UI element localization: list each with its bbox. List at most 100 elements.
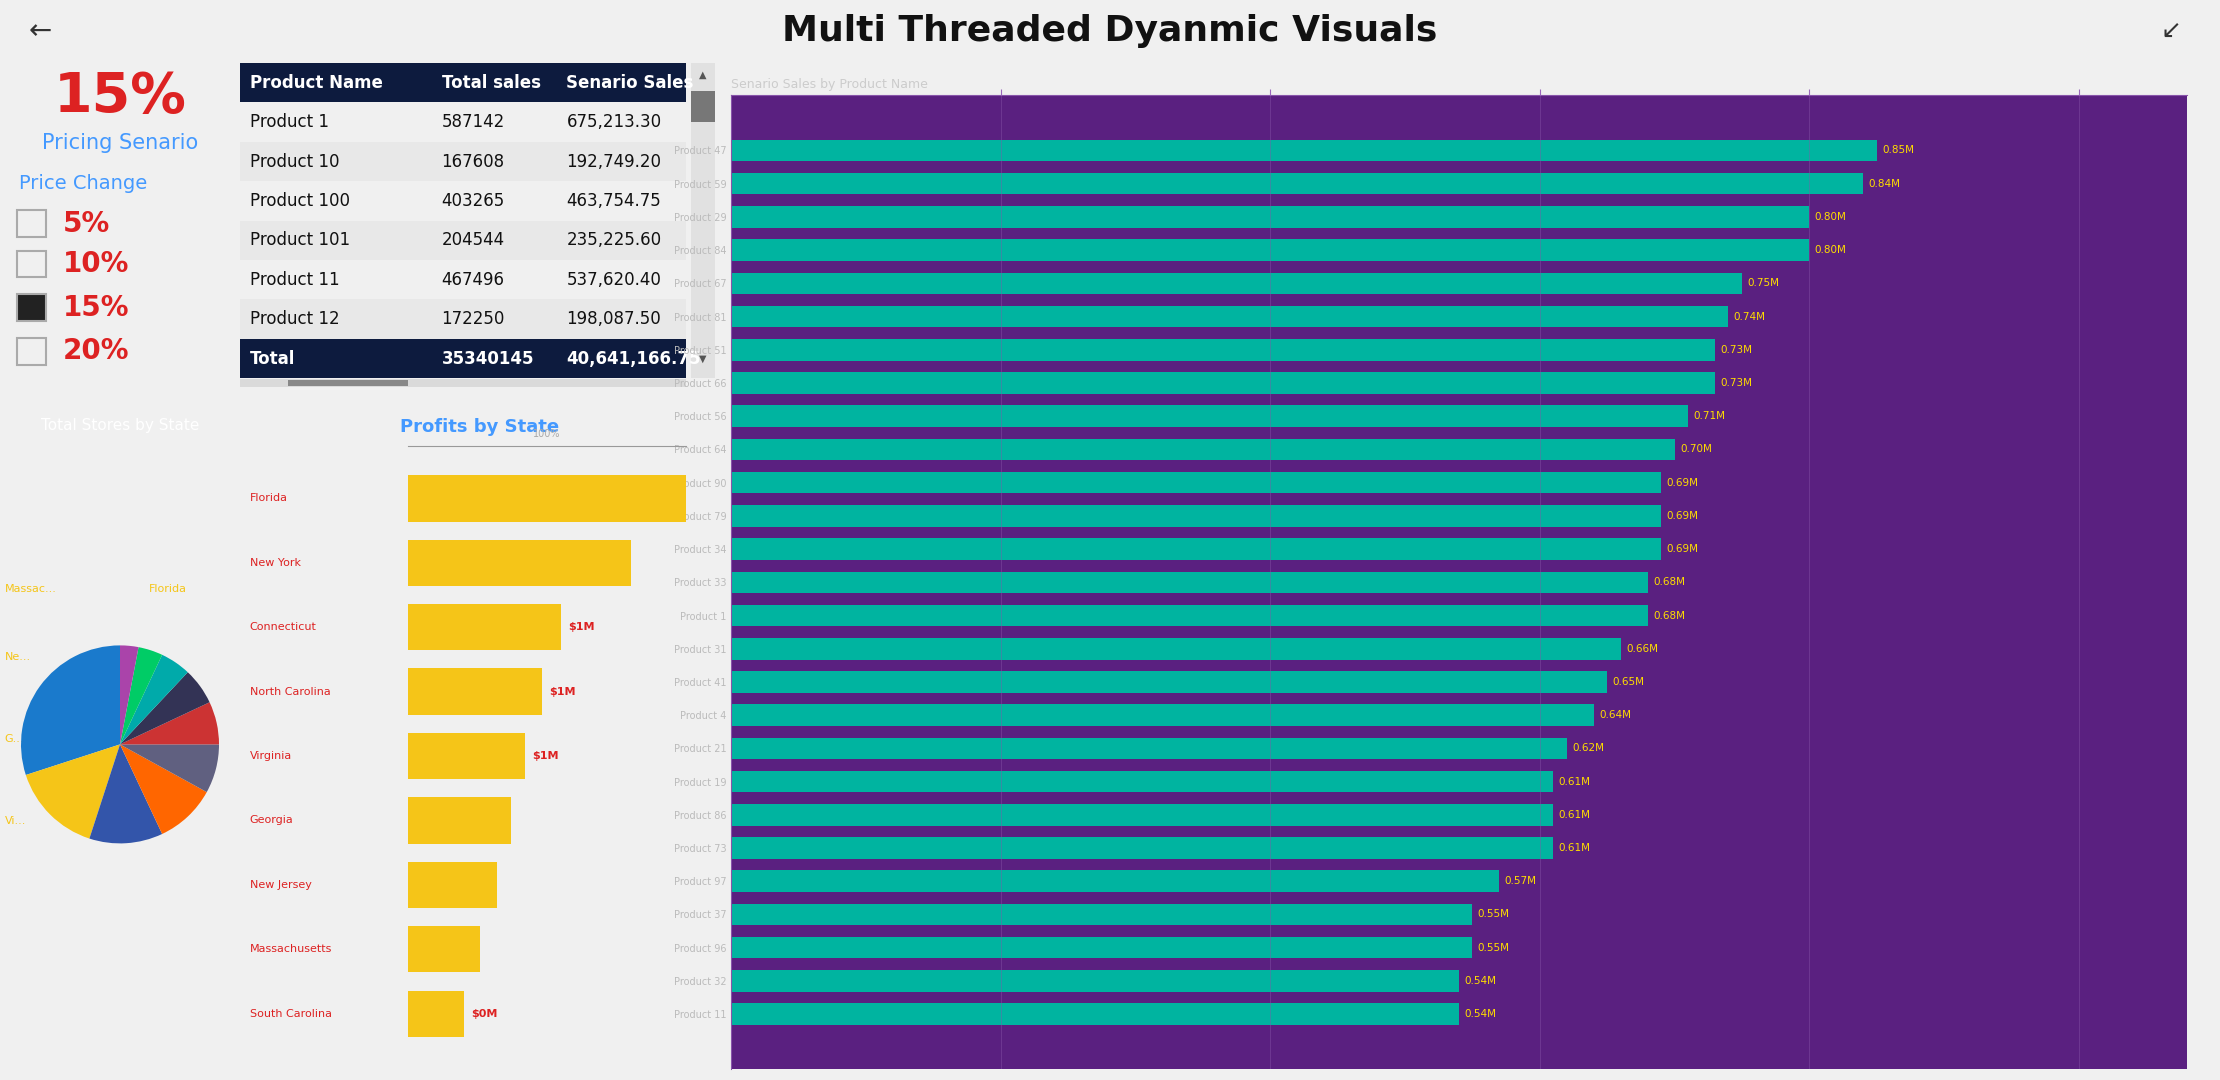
Text: 467496: 467496 bbox=[442, 271, 504, 288]
Text: $1M: $1M bbox=[533, 751, 559, 761]
Text: Total Stores by State: Total Stores by State bbox=[40, 418, 200, 433]
Text: 0.80M: 0.80M bbox=[1814, 212, 1847, 221]
Text: 0.68M: 0.68M bbox=[1654, 610, 1685, 621]
Wedge shape bbox=[120, 672, 209, 744]
Text: Vi...: Vi... bbox=[4, 815, 27, 826]
Text: 15%: 15% bbox=[53, 69, 186, 123]
Text: 0.75M: 0.75M bbox=[1747, 279, 1778, 288]
Text: ▼: ▼ bbox=[699, 353, 706, 364]
Text: 0.66M: 0.66M bbox=[1625, 644, 1658, 653]
Bar bbox=[730, 904, 1472, 926]
Text: Virginia: Virginia bbox=[249, 751, 291, 761]
Text: Pricing Senario: Pricing Senario bbox=[42, 134, 198, 153]
Wedge shape bbox=[120, 654, 189, 744]
Text: 0.61M: 0.61M bbox=[1558, 843, 1592, 853]
Text: 0.69M: 0.69M bbox=[1667, 544, 1698, 554]
Wedge shape bbox=[120, 744, 220, 792]
Text: Multi Threaded Dyanmic Visuals: Multi Threaded Dyanmic Visuals bbox=[781, 14, 1439, 49]
Text: 0.85M: 0.85M bbox=[1883, 146, 1914, 156]
Text: Total sales: Total sales bbox=[442, 73, 542, 92]
Text: 463,754.75: 463,754.75 bbox=[566, 192, 662, 210]
FancyBboxPatch shape bbox=[240, 103, 686, 141]
Text: 0.61M: 0.61M bbox=[1558, 777, 1592, 786]
Text: ▲: ▲ bbox=[699, 70, 706, 80]
Text: ↙: ↙ bbox=[2160, 19, 2182, 43]
Bar bbox=[730, 538, 1661, 559]
Text: Georgia: Georgia bbox=[249, 815, 293, 825]
Wedge shape bbox=[20, 646, 120, 775]
Bar bbox=[730, 206, 1809, 228]
Bar bbox=[730, 671, 1607, 692]
Text: 100%: 100% bbox=[533, 429, 562, 438]
Text: Total: Total bbox=[249, 350, 295, 367]
Bar bbox=[730, 704, 1594, 726]
Text: 0.73M: 0.73M bbox=[1720, 345, 1752, 354]
Text: 0.69M: 0.69M bbox=[1667, 511, 1698, 521]
FancyBboxPatch shape bbox=[408, 797, 511, 843]
Text: South Carolina: South Carolina bbox=[249, 1009, 331, 1018]
Text: 0.61M: 0.61M bbox=[1558, 810, 1592, 820]
Bar bbox=[730, 272, 1743, 294]
Text: 587142: 587142 bbox=[442, 113, 504, 131]
Bar bbox=[730, 571, 1647, 593]
Text: 192,749.20: 192,749.20 bbox=[566, 152, 662, 171]
Text: Product Name: Product Name bbox=[249, 73, 382, 92]
Text: Product 10: Product 10 bbox=[249, 152, 340, 171]
FancyBboxPatch shape bbox=[408, 733, 524, 780]
Text: 403265: 403265 bbox=[442, 192, 504, 210]
Text: Profits by State: Profits by State bbox=[400, 418, 559, 436]
Bar bbox=[730, 139, 1876, 161]
FancyBboxPatch shape bbox=[240, 63, 686, 103]
Bar bbox=[730, 306, 1729, 327]
Text: $1M: $1M bbox=[548, 687, 575, 697]
Bar bbox=[730, 870, 1498, 892]
Text: 235,225.60: 235,225.60 bbox=[566, 231, 662, 249]
Text: 20%: 20% bbox=[62, 337, 129, 365]
Text: 5%: 5% bbox=[62, 210, 109, 238]
Text: Product 11: Product 11 bbox=[249, 271, 340, 288]
Text: Product 12: Product 12 bbox=[249, 310, 340, 328]
Text: Price Change: Price Change bbox=[20, 174, 147, 193]
Bar bbox=[730, 505, 1661, 527]
FancyBboxPatch shape bbox=[240, 220, 686, 260]
Bar bbox=[730, 837, 1554, 859]
FancyBboxPatch shape bbox=[240, 141, 686, 181]
Text: 35340145: 35340145 bbox=[442, 350, 535, 367]
Text: 0.64M: 0.64M bbox=[1598, 711, 1632, 720]
Wedge shape bbox=[120, 647, 162, 744]
Text: Product 1: Product 1 bbox=[249, 113, 329, 131]
Text: New Jersey: New Jersey bbox=[249, 880, 311, 890]
Text: $0M: $0M bbox=[471, 1009, 497, 1018]
Text: Senario Sales: Senario Sales bbox=[566, 73, 695, 92]
Text: $1M: $1M bbox=[568, 622, 595, 632]
Bar bbox=[730, 173, 1863, 194]
Text: 10%: 10% bbox=[62, 249, 129, 278]
Bar bbox=[730, 605, 1647, 626]
Text: 0.69M: 0.69M bbox=[1667, 477, 1698, 488]
Text: 0.71M: 0.71M bbox=[1694, 411, 1725, 421]
Bar bbox=[730, 339, 1716, 361]
Bar bbox=[730, 405, 1687, 427]
FancyBboxPatch shape bbox=[408, 669, 542, 715]
FancyBboxPatch shape bbox=[408, 604, 562, 650]
Bar bbox=[730, 438, 1674, 460]
FancyBboxPatch shape bbox=[18, 294, 47, 321]
Text: 0.74M: 0.74M bbox=[1734, 311, 1765, 322]
Text: 0.65M: 0.65M bbox=[1612, 677, 1645, 687]
Bar bbox=[730, 472, 1661, 494]
Text: 0.55M: 0.55M bbox=[1479, 909, 1510, 919]
Wedge shape bbox=[120, 702, 220, 744]
Text: 0.73M: 0.73M bbox=[1720, 378, 1752, 388]
Bar bbox=[730, 738, 1567, 759]
Text: Product 101: Product 101 bbox=[249, 231, 351, 249]
FancyBboxPatch shape bbox=[408, 862, 497, 908]
Text: Massachusetts: Massachusetts bbox=[249, 944, 333, 955]
Text: 0.62M: 0.62M bbox=[1572, 743, 1605, 754]
Bar bbox=[730, 804, 1554, 825]
FancyBboxPatch shape bbox=[240, 379, 686, 387]
Text: 172250: 172250 bbox=[442, 310, 504, 328]
FancyBboxPatch shape bbox=[408, 990, 464, 1037]
Text: New York: New York bbox=[249, 557, 300, 568]
Bar bbox=[730, 1003, 1459, 1025]
FancyBboxPatch shape bbox=[289, 380, 408, 386]
